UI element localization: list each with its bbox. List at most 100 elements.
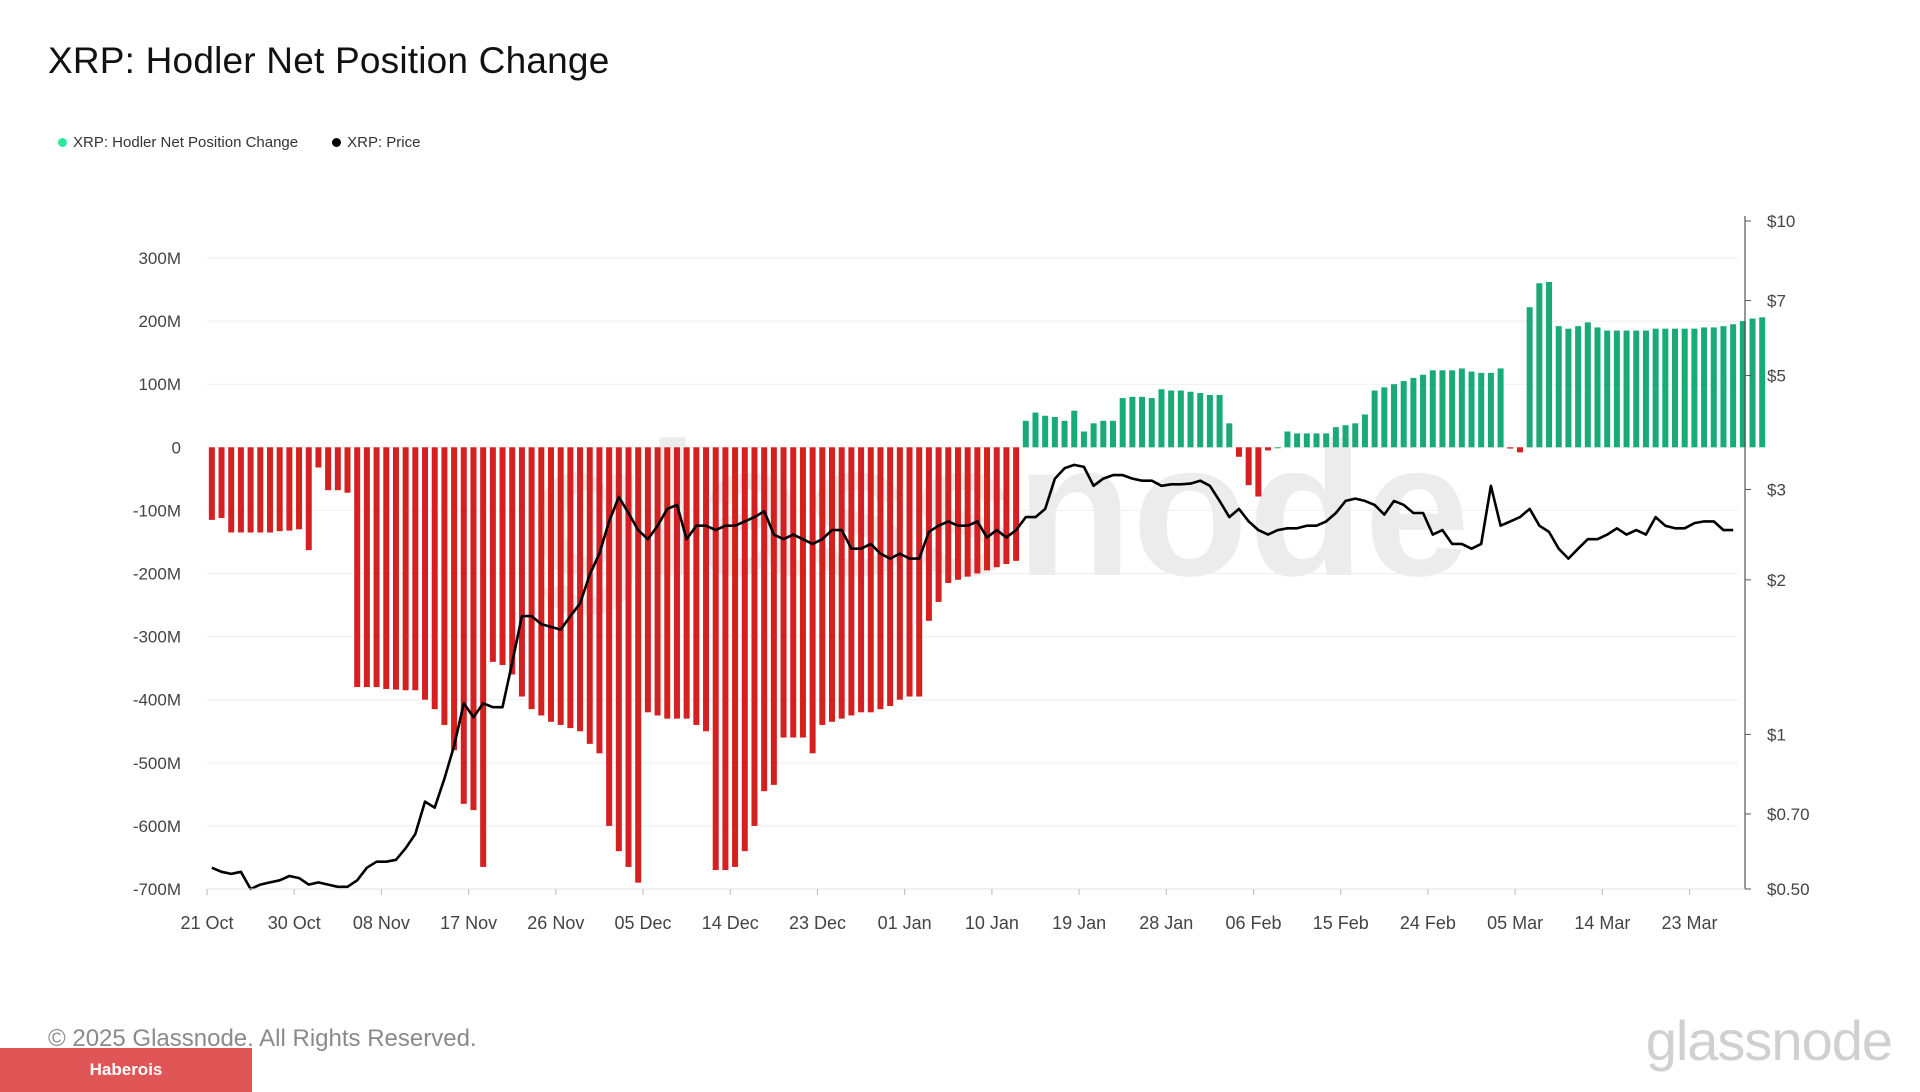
net-position-bar — [1594, 327, 1601, 448]
net-position-bar — [1274, 447, 1281, 449]
net-position-bar — [1235, 447, 1242, 457]
net-position-bar — [1652, 328, 1659, 448]
net-position-bar — [751, 447, 758, 826]
net-position-bar — [334, 447, 341, 491]
y-tick-label-left: -300M — [133, 628, 181, 647]
net-position-bar — [887, 447, 894, 707]
net-position-bar — [412, 447, 419, 691]
x-tick-label: 08 Nov — [353, 913, 410, 933]
net-position-bar — [383, 447, 390, 689]
net-position-bar — [761, 447, 768, 792]
net-position-bar — [509, 447, 516, 675]
net-position-bar — [984, 447, 991, 571]
net-position-bar — [790, 447, 797, 738]
y-tick-label-left: -700M — [133, 880, 181, 899]
y-tick-label-left: 200M — [138, 312, 181, 331]
net-position-bar — [1565, 328, 1572, 448]
net-position-bar — [1061, 420, 1068, 448]
y-tick-label-right: $3 — [1767, 480, 1786, 499]
net-position-bar — [1022, 420, 1029, 448]
net-position-bar — [703, 447, 710, 732]
net-position-bar — [819, 447, 826, 725]
x-tick-label: 23 Mar — [1662, 913, 1718, 933]
net-position-bar — [1681, 328, 1688, 448]
net-position-bar — [1080, 431, 1087, 448]
net-position-bar — [1051, 417, 1058, 448]
net-position-bar — [296, 447, 303, 530]
y-tick-label-left: -200M — [133, 565, 181, 584]
y-tick-label-right: $7 — [1767, 292, 1786, 311]
net-position-bar — [916, 447, 923, 697]
x-tick-label: 21 Oct — [180, 913, 233, 933]
net-position-bar — [1439, 370, 1446, 448]
y-tick-label-right: $2 — [1767, 571, 1786, 590]
net-position-bar — [1478, 372, 1485, 448]
net-position-bar — [247, 447, 254, 533]
net-position-bar — [392, 447, 399, 690]
net-position-bar — [344, 447, 351, 493]
net-position-bar — [596, 447, 603, 754]
net-position-bar — [780, 447, 787, 738]
net-position-bar — [732, 447, 739, 867]
net-position-bar — [1109, 420, 1117, 448]
net-position-bar — [1255, 447, 1262, 497]
legend-swatch-net-position — [58, 138, 67, 147]
net-position-bar — [286, 447, 293, 531]
net-position-bar — [1642, 330, 1649, 448]
net-position-bar — [1245, 447, 1252, 486]
net-position-bar — [1313, 433, 1320, 448]
net-position-bar — [431, 447, 438, 710]
net-position-bar — [1584, 322, 1591, 448]
net-position-bar — [237, 447, 244, 533]
legend-item-price[interactable]: XRP: Price — [332, 134, 420, 151]
chart-legend: XRP: Hodler Net Position Change XRP: Pri… — [58, 134, 420, 151]
net-position-bar — [1410, 377, 1417, 448]
net-position-bar — [305, 447, 312, 551]
net-position-bar — [1177, 390, 1184, 448]
net-position-bar — [1323, 433, 1330, 448]
net-position-bar — [1129, 396, 1136, 448]
net-position-bar — [1429, 370, 1436, 448]
net-position-bar — [354, 447, 361, 688]
legend-item-net-position[interactable]: XRP: Hodler Net Position Change — [58, 134, 298, 151]
net-position-bar — [615, 447, 622, 852]
net-position-bar — [635, 447, 642, 883]
y-tick-label-right: $0.50 — [1767, 880, 1810, 899]
net-position-bar — [1749, 318, 1756, 448]
net-position-bar — [577, 447, 584, 732]
y-tick-label-right: $1 — [1767, 725, 1786, 744]
net-position-bar — [547, 447, 554, 722]
net-position-bar — [1730, 324, 1737, 448]
x-tick-label: 28 Jan — [1139, 913, 1193, 933]
y-tick-label-left: 0 — [172, 438, 181, 457]
net-position-bar — [1487, 372, 1494, 448]
x-tick-label: 23 Dec — [789, 913, 846, 933]
net-position-bar — [683, 447, 690, 719]
net-position-bar — [673, 447, 680, 719]
net-position-bar — [1090, 423, 1097, 448]
net-position-bar — [218, 447, 225, 518]
net-position-bar — [1197, 393, 1204, 448]
net-position-bar — [1226, 423, 1233, 448]
net-position-bar — [422, 447, 429, 700]
net-position-bar — [867, 447, 874, 713]
net-position-bar — [1119, 398, 1126, 448]
net-position-bar — [499, 447, 506, 665]
y-tick-label-left: -400M — [133, 691, 181, 710]
net-position-bar — [664, 447, 671, 719]
net-position-bar — [693, 447, 700, 725]
net-position-bar — [315, 447, 322, 468]
net-position-bar — [1381, 387, 1388, 448]
x-tick-label: 26 Nov — [527, 913, 584, 933]
chart-title: XRP: Hodler Net Position Change — [48, 40, 610, 81]
net-position-bar — [828, 447, 836, 722]
net-position-bar — [1352, 423, 1359, 448]
net-position-bar — [266, 447, 273, 533]
net-position-bar — [606, 447, 613, 826]
price-line — [211, 463, 1734, 891]
net-position-bar — [1400, 381, 1407, 448]
net-position-bar — [974, 447, 981, 574]
net-position-bar — [586, 447, 593, 744]
net-position-bar — [954, 447, 961, 580]
